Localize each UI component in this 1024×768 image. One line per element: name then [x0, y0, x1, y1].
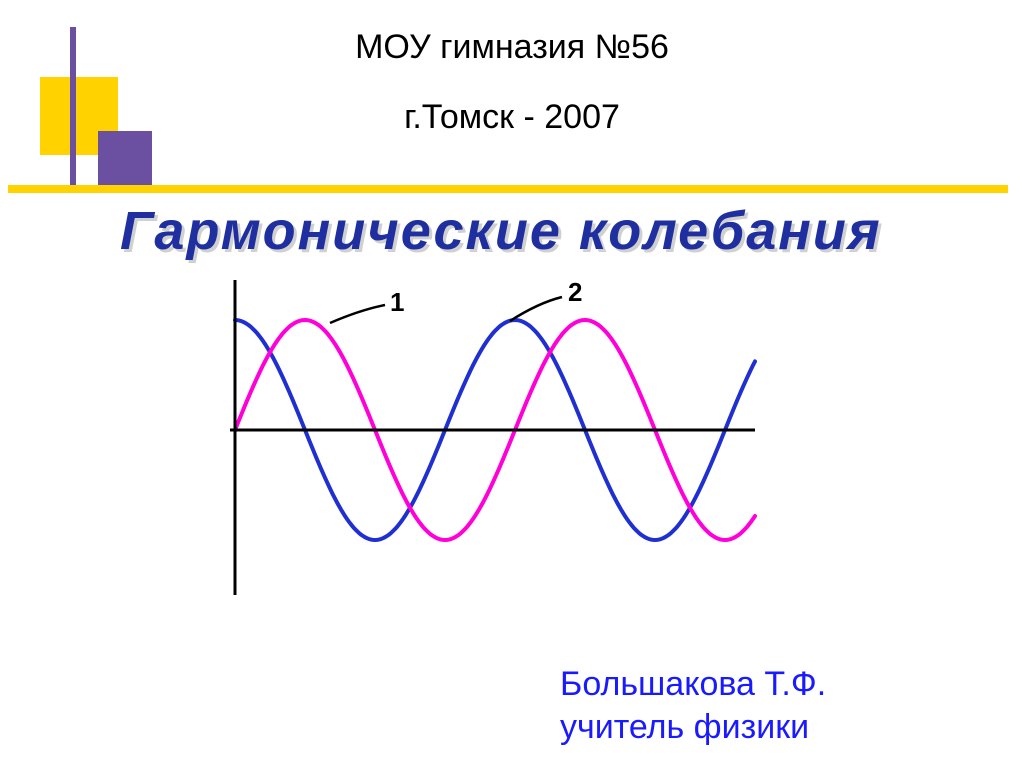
slide-title: Гармонические колебания: [120, 200, 882, 262]
chart-svg: [190, 275, 780, 605]
author-role: учитель физики: [560, 708, 809, 747]
author-name: Большакова Т.Ф.: [560, 665, 826, 704]
curve1-leader: [330, 305, 385, 323]
slide: МОУ гимназия №56 г.Томск - 2007 Гармонич…: [0, 0, 1024, 768]
decor-yellow-line: [8, 185, 1008, 193]
header-line1: МОУ гимназия №56: [0, 28, 1024, 67]
header-line2: г.Томск - 2007: [0, 98, 1024, 137]
decor-purple-square: [98, 131, 152, 185]
curve2-leader: [510, 297, 562, 321]
curve-1-label: 1: [390, 287, 404, 318]
chart: 1 2: [190, 275, 780, 610]
curve-2-label: 2: [568, 277, 582, 308]
